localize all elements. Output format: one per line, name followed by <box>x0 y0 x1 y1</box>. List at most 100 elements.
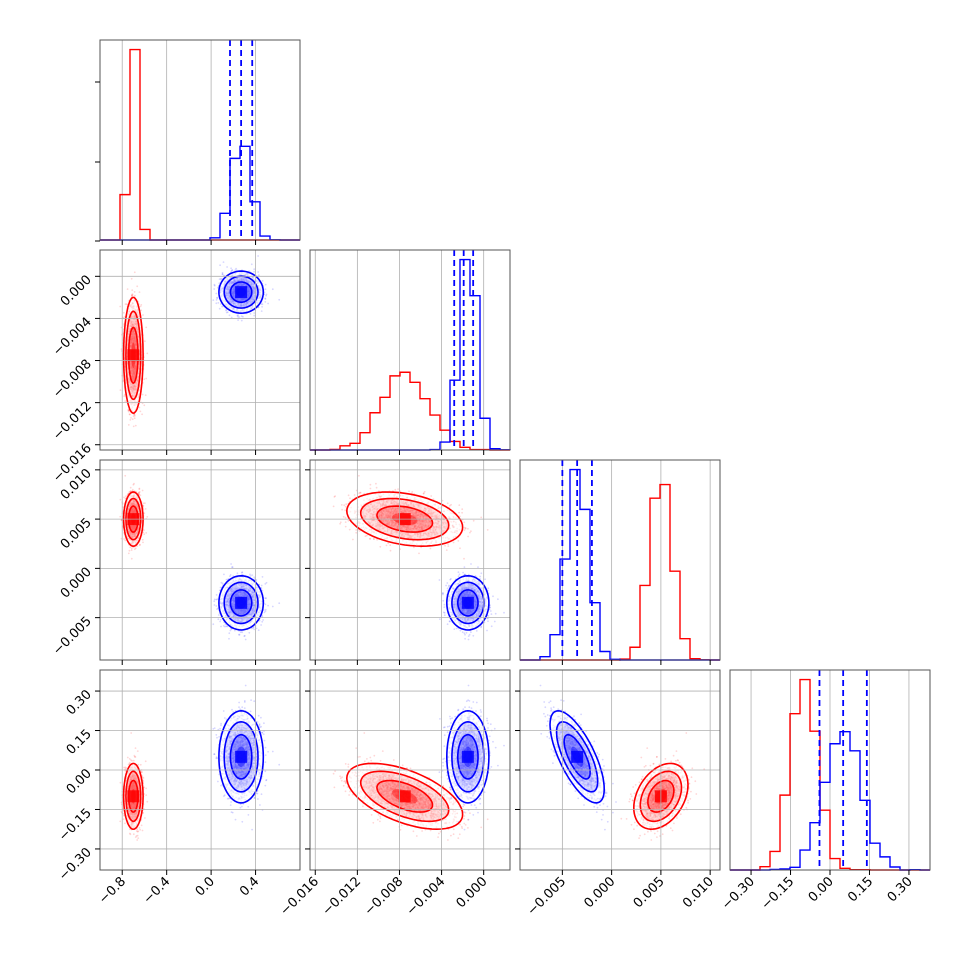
scatter-point <box>261 305 263 308</box>
scatter-point <box>141 413 144 416</box>
scatter-point <box>265 294 267 297</box>
histogram-panel-frame <box>309 249 511 451</box>
scatter-point <box>271 288 274 291</box>
scatter-panel <box>119 474 281 641</box>
scatter-point <box>119 305 122 308</box>
scatter-point <box>133 413 136 416</box>
scatter-point <box>258 274 260 277</box>
scatter-point <box>125 303 128 306</box>
density-peak <box>127 349 140 362</box>
histogram-step-red <box>310 371 510 451</box>
scatter-point <box>146 352 149 355</box>
scatter-point <box>131 293 134 296</box>
scatter-point <box>128 413 131 416</box>
scatter-point <box>218 307 221 310</box>
scatter-point <box>257 255 259 257</box>
scatter-point <box>249 313 252 315</box>
histogram-panel-frame <box>99 39 301 241</box>
scatter-point <box>235 267 238 270</box>
scatter-point <box>257 271 260 273</box>
scatter-point <box>213 284 216 287</box>
scatter-point <box>129 486 132 489</box>
x-tick-label: −0.15 <box>759 874 798 913</box>
scatter-point <box>219 303 222 305</box>
scatter-point <box>130 417 132 419</box>
scatter-point <box>228 314 231 317</box>
scatter-point <box>138 291 141 293</box>
scatter-point <box>119 389 122 391</box>
scatter-point <box>143 378 146 381</box>
scatter-point <box>130 295 133 297</box>
scatter-point <box>134 294 136 297</box>
scatter-point <box>123 393 126 396</box>
scatter-point <box>133 271 136 274</box>
histogram-step-blue <box>520 468 720 661</box>
y-tick-label: −0.008 <box>50 357 95 402</box>
scatter-point <box>126 288 129 290</box>
gridlines <box>314 250 485 450</box>
scatter-point <box>122 311 125 314</box>
x-tick-label: −0.30 <box>719 874 758 913</box>
density-peak <box>235 286 248 299</box>
scatter-point <box>253 314 256 317</box>
histogram-step-blue <box>310 258 511 451</box>
scatter-point <box>140 309 143 312</box>
scatter-point <box>253 270 256 273</box>
scatter-point <box>133 291 136 293</box>
scatter-point <box>213 288 216 290</box>
scatter-point <box>264 298 267 300</box>
scatter-point <box>144 394 147 397</box>
scatter-point <box>231 269 233 272</box>
scatter-point <box>237 314 240 317</box>
scatter-point <box>127 409 130 412</box>
scatter-point <box>222 261 225 263</box>
scatter-point <box>130 277 133 280</box>
gridlines <box>561 460 711 660</box>
scatter-point <box>267 302 269 305</box>
histogram-panel-frame <box>519 459 721 661</box>
gridlines <box>121 40 256 240</box>
scatter-point <box>253 268 256 271</box>
scatter-point <box>250 263 253 266</box>
scatter-point <box>261 279 264 282</box>
histogram-step-red <box>520 483 720 661</box>
x-tick-label: 0.00 <box>806 874 837 905</box>
scatter-point <box>124 303 127 305</box>
scatter-point <box>127 410 130 413</box>
scatter-point <box>230 267 233 270</box>
scatter-point <box>141 393 144 396</box>
scatter-point <box>131 418 134 421</box>
scatter-point <box>133 413 136 416</box>
scatter-point <box>139 410 142 413</box>
y-tick-label: −0.004 <box>50 315 95 360</box>
scatter-point <box>134 414 136 417</box>
scatter-point <box>132 415 135 418</box>
scatter-point <box>217 302 220 304</box>
scatter-point <box>124 400 127 402</box>
scatter-point <box>138 406 141 409</box>
scatter-point <box>130 294 133 297</box>
scatter-point <box>215 299 218 301</box>
scatter-point <box>253 312 256 314</box>
scatter-point <box>139 305 142 308</box>
scatter-point <box>240 319 243 322</box>
scatter-point <box>140 304 143 306</box>
scatter-point <box>131 289 134 291</box>
scatter-point <box>226 266 229 268</box>
scatter-point <box>128 549 131 552</box>
panel-grid: −0.30 −0.15 0.00 0.15 0.30−0.016−0.012−0.008… <box>50 39 931 919</box>
scatter-point <box>127 409 129 411</box>
scatter-point <box>215 302 218 305</box>
scatter-point <box>129 419 132 421</box>
scatter-point <box>136 285 139 288</box>
scatter-panel <box>119 255 281 428</box>
scatter-point <box>144 340 146 343</box>
histogram-step-blue <box>730 731 930 871</box>
scatter-point <box>238 316 241 318</box>
scatter-point <box>143 404 146 407</box>
scatter-point <box>145 377 148 380</box>
scatter-point <box>129 413 131 416</box>
y-tick-label: 0.000 <box>58 273 95 310</box>
scatter-point <box>145 326 148 329</box>
